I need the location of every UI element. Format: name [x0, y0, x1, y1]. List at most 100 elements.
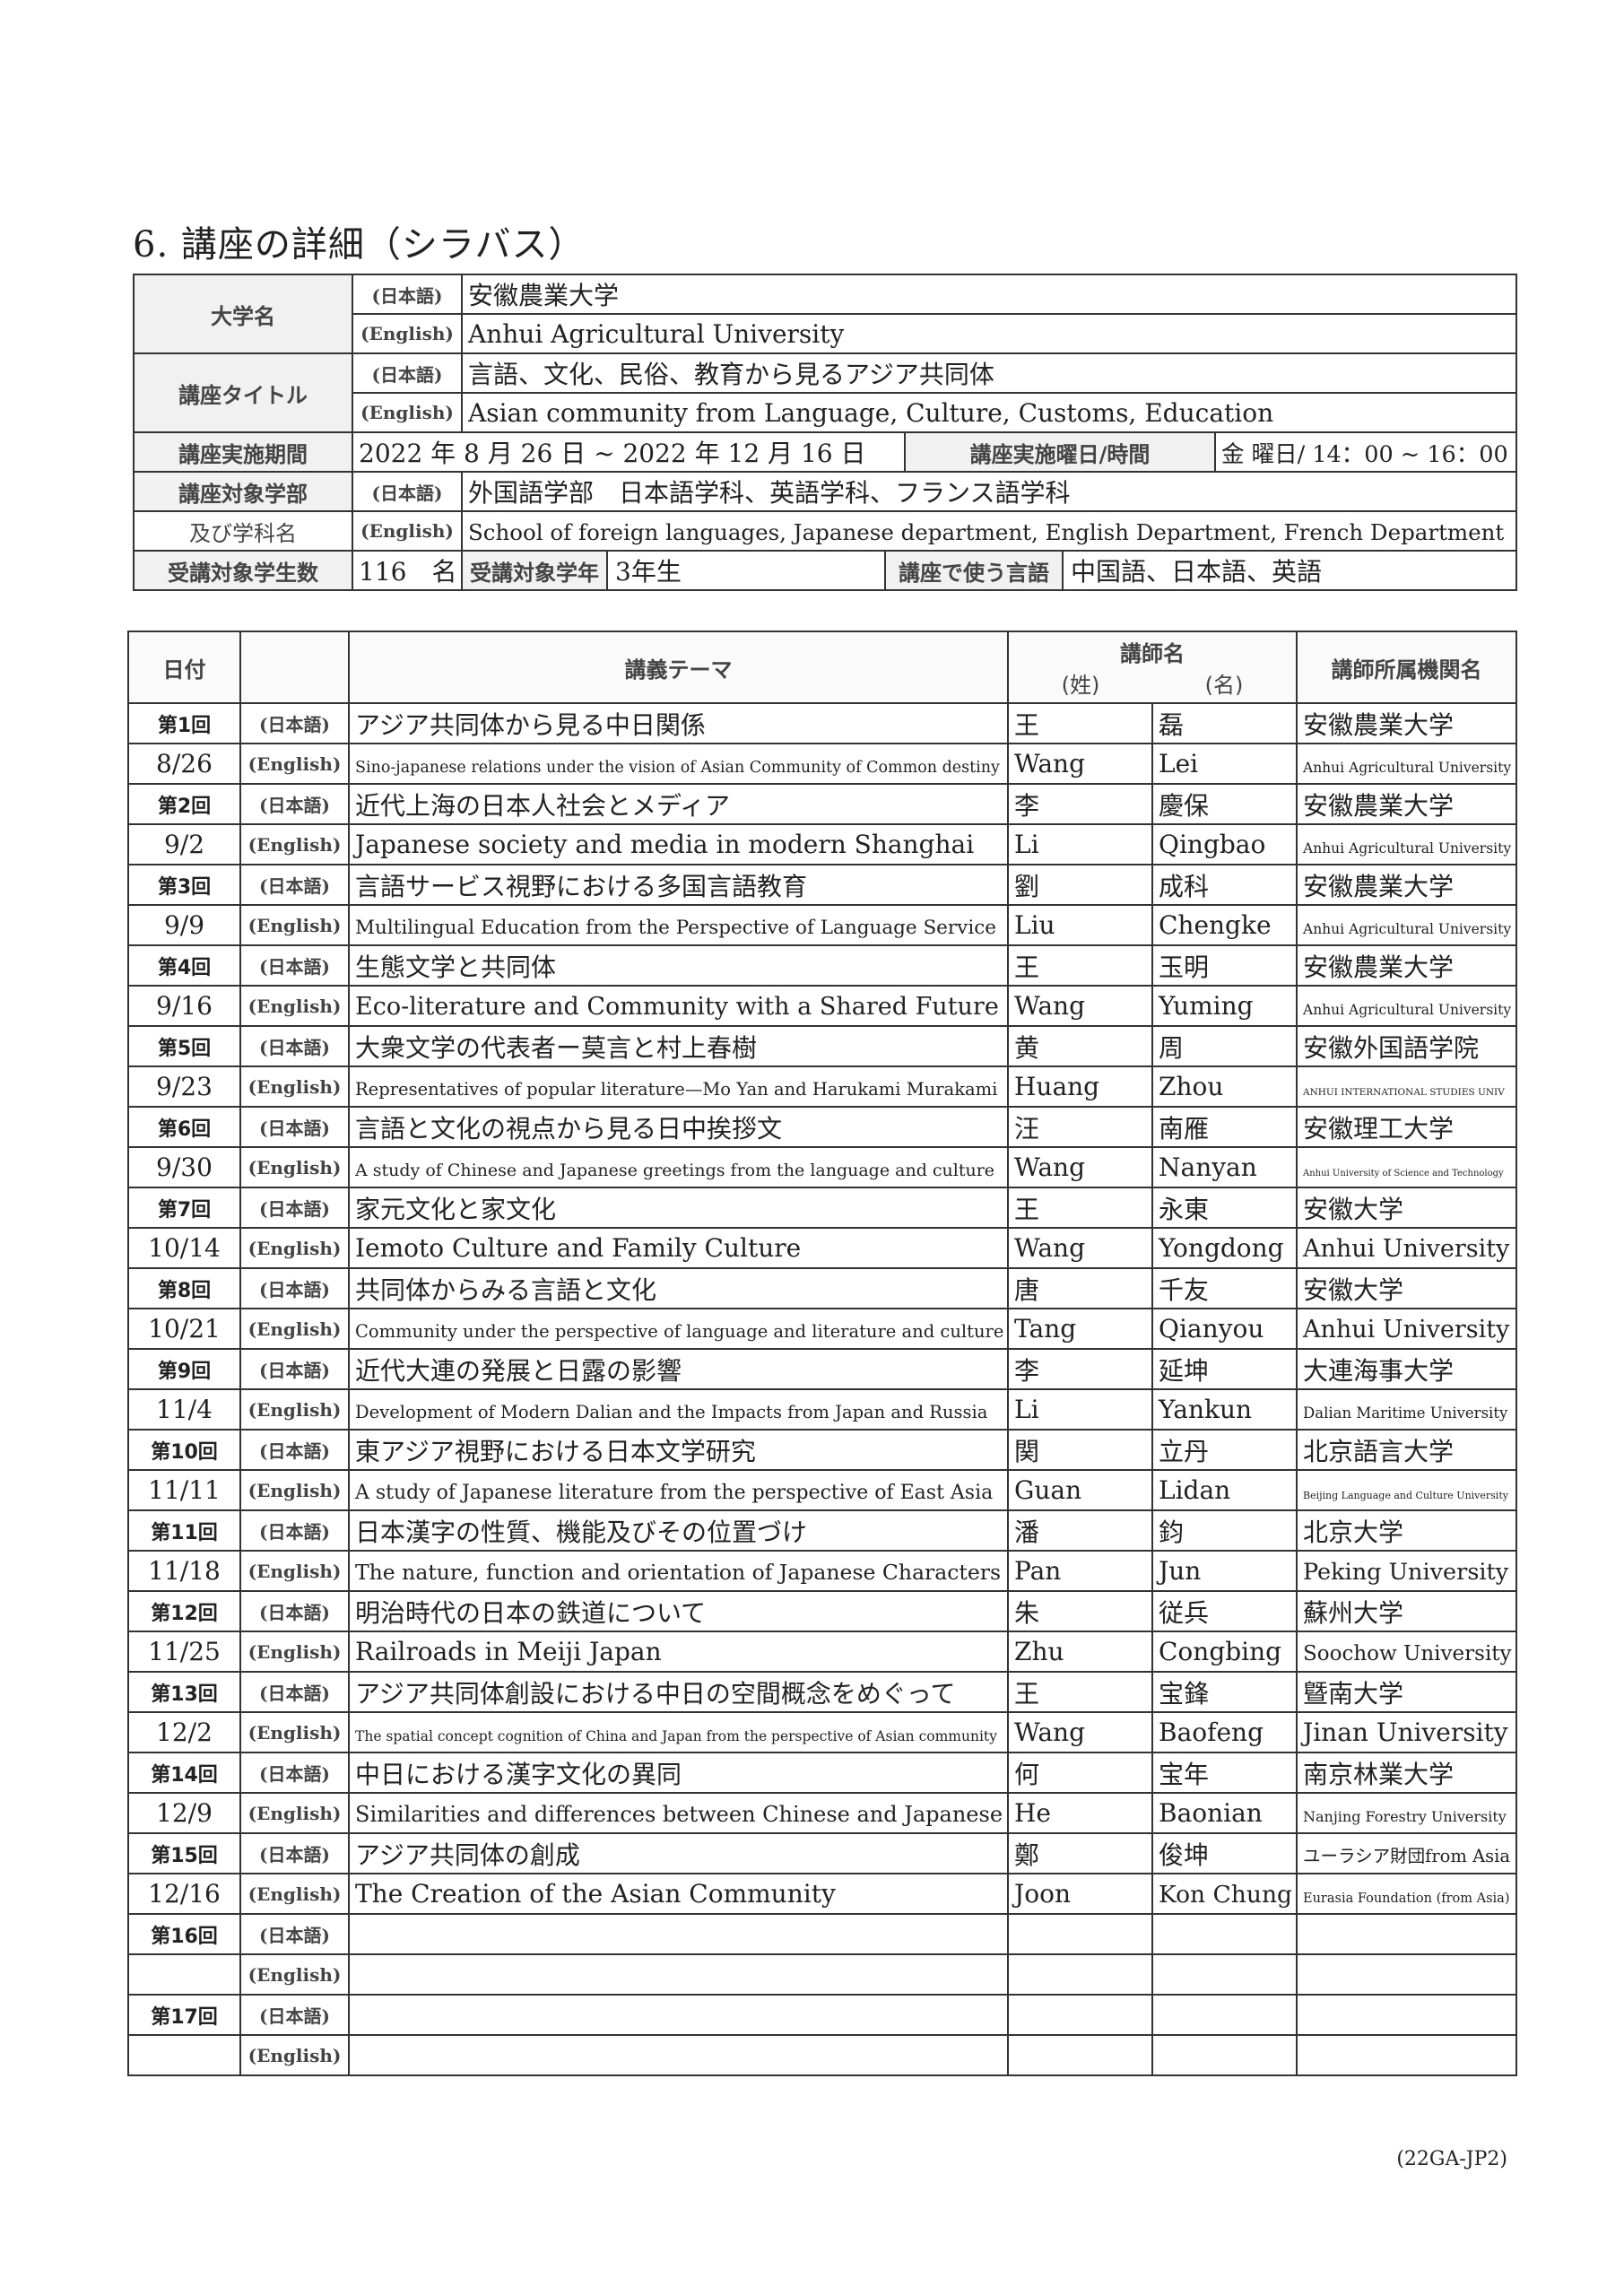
affiliation-en: Peking University	[1296, 1550, 1517, 1592]
surname-jp: 王	[1007, 1671, 1153, 1713]
lang-label-jp: (日本語)	[239, 864, 350, 906]
surname-jp: 朱	[1007, 1590, 1153, 1632]
table-row: 11/4 (English) Development of Modern Dalia…	[127, 1388, 1517, 1431]
lang-label-en: (English)	[239, 1792, 350, 1834]
theme-jp: 日本漢字の性質、機能及びその位置づけ	[348, 1509, 1009, 1552]
table-row: 10/14 (English) Iemoto Culture and Family …	[127, 1227, 1517, 1269]
table-row: 11/18 (English) The nature, function and o…	[127, 1550, 1517, 1592]
given-name-jp: 鈞	[1151, 1509, 1298, 1552]
course-title-en: Asian community from Language, Culture, …	[460, 392, 1518, 433]
affiliation-jp: 安徽農業大学	[1296, 783, 1517, 825]
lecture-number: 第10回	[127, 1429, 241, 1471]
lang-label-jp: (日本語)	[239, 1348, 350, 1390]
period-value: 2022 年 8 月 26 日 ~ 2022 年 12 月 16 日	[352, 431, 906, 473]
given-name-en: Yongdong	[1151, 1227, 1298, 1269]
affiliation-jp: 安徽理工大学	[1296, 1106, 1517, 1148]
lecture-number: 第2回	[127, 783, 241, 825]
lecture-number: 第8回	[127, 1267, 241, 1309]
affiliation-jp: 大連海事大学	[1296, 1348, 1517, 1390]
lang-label-jp: (日本語)	[352, 471, 463, 512]
affiliation-jp	[1296, 1913, 1517, 1955]
year-label: 受講対象学年	[464, 552, 608, 588]
theme-jp: 生態文学と共同体	[348, 944, 1009, 987]
course-title-label: 講座タイトル	[133, 352, 353, 433]
lecture-date: 10/21	[127, 1309, 241, 1350]
header-lecturer-label: 講師名	[1120, 641, 1185, 666]
lecture-number: 第14回	[127, 1752, 241, 1794]
given-name-jp: 慶保	[1151, 783, 1298, 825]
given-name-en	[1151, 1953, 1298, 1996]
theme-en: Iemoto Culture and Family Culture	[348, 1227, 1009, 1269]
surname-en: Pan	[1007, 1550, 1153, 1592]
lecture-number: 第16回	[127, 1913, 241, 1955]
affiliation-en: Anhui Agricultural University	[1296, 743, 1517, 785]
header-surname: (姓)	[1061, 673, 1100, 698]
lecture-date: 9/23	[127, 1066, 241, 1108]
lang-label-en: (English)	[239, 1308, 350, 1350]
lang-label-jp: (日本語)	[239, 702, 350, 744]
given-name-jp: 従兵	[1151, 1590, 1298, 1632]
lang-label-en: (English)	[239, 904, 350, 946]
theme-jp: アジア共同体の創成	[348, 1832, 1009, 1874]
table-row: 9/9 (English) Multilingual Education from …	[127, 904, 1517, 946]
theme-jp: 共同体からみる言語と文化	[348, 1267, 1009, 1309]
affiliation-jp: 曁南大学	[1296, 1671, 1517, 1713]
affiliation-jp: 蘇州大学	[1296, 1590, 1517, 1632]
affiliation-en: Dalian Maritime University	[1296, 1388, 1517, 1431]
header-date: 日付	[127, 631, 241, 704]
lang-label-en: (English)	[239, 1711, 350, 1753]
affiliation-en: Anhui Agricultural University	[1296, 904, 1517, 946]
lecture-date: 11/11	[127, 1470, 241, 1511]
lecture-date: 12/16	[127, 1874, 241, 1915]
table-row: (English)	[127, 2034, 1517, 2076]
table-row: 10/21 (English) Community under the perspe…	[127, 1308, 1517, 1350]
lecture-date	[127, 2035, 241, 2076]
surname-en	[1007, 2034, 1153, 2076]
table-row: 第2回 (日本語) 近代上海の日本人社会とメディア李慶保 安徽農業大学	[127, 783, 1517, 825]
lang-label-en: (English)	[239, 1631, 350, 1673]
language-label: 講座で使う言語	[886, 552, 1064, 588]
theme-en: A study of Chinese and Japanese greeting…	[348, 1146, 1009, 1188]
theme-en: Representatives of popular literature—Mo…	[348, 1065, 1009, 1108]
table-row: 11/11 (English) A study of Japanese litera…	[127, 1469, 1517, 1511]
surname-en: Liu	[1007, 904, 1153, 946]
surname-en: Huang	[1007, 1065, 1153, 1108]
theme-jp: 大衆文学の代表者ー莫言と村上春樹	[348, 1025, 1009, 1067]
surname-jp: 潘	[1007, 1509, 1153, 1552]
lang-label-jp: (日本語)	[239, 1106, 350, 1148]
given-name-jp: 宝年	[1151, 1752, 1298, 1794]
given-name-jp	[1151, 1913, 1298, 1955]
faculty-jp: 外国語学部 日本語学科、英語学科、フランス語学科	[460, 471, 1518, 512]
surname-en: Li	[1007, 823, 1153, 865]
lang-label-jp: (日本語)	[239, 1267, 350, 1309]
affiliation-en: Nanjing Forestry University	[1296, 1792, 1517, 1834]
surname-jp: 王	[1007, 944, 1153, 987]
surname-en: Wang	[1007, 743, 1153, 785]
affiliation-jp: 安徽外国語学院	[1296, 1025, 1517, 1067]
given-name-en	[1151, 2034, 1298, 2076]
theme-jp	[348, 1913, 1009, 1955]
theme-jp: 言語サービス視野における多国言語教育	[348, 864, 1009, 906]
university-jp: 安徽農業大学	[460, 274, 1518, 315]
surname-jp: 劉	[1007, 864, 1153, 906]
given-name-jp	[1151, 1994, 1298, 2036]
table-row: 9/23 (English) Representatives of popular …	[127, 1065, 1517, 1108]
lang-label-jp: (日本語)	[239, 1752, 350, 1794]
theme-en: Community under the perspective of langu…	[348, 1308, 1009, 1350]
table-row: 第10回 (日本語) 東アジア視野における日本文学研究関立丹 北京語言大学	[127, 1429, 1517, 1471]
course-info-table: 大学名 (日本語) 安徽農業大学 (English) Anhui Agricul…	[133, 274, 1518, 591]
lang-label-jp: (日本語)	[239, 1590, 350, 1632]
theme-jp: 近代大連の発展と日露の影響	[348, 1348, 1009, 1390]
surname-jp: 関	[1007, 1429, 1153, 1471]
given-name-en: Lei	[1151, 743, 1298, 785]
day-time-value: 金 曜日/ 14：00 ~ 16：00	[1213, 431, 1518, 473]
lecture-number: 第1回	[127, 702, 241, 744]
lecture-date	[127, 1954, 241, 1996]
table-row: 12/9 (English) Similarities and difference…	[127, 1792, 1517, 1834]
surname-jp: 李	[1007, 1348, 1153, 1390]
table-row: 第12回 (日本語) 明治時代の日本の鉄道について朱従兵 蘇州大学	[127, 1590, 1517, 1632]
form-code: (22GA-JP2)	[1396, 2148, 1507, 2170]
given-name-jp: 千友	[1151, 1267, 1298, 1309]
theme-jp: 明治時代の日本の鉄道について	[348, 1590, 1009, 1632]
lecture-number: 第4回	[127, 944, 241, 987]
